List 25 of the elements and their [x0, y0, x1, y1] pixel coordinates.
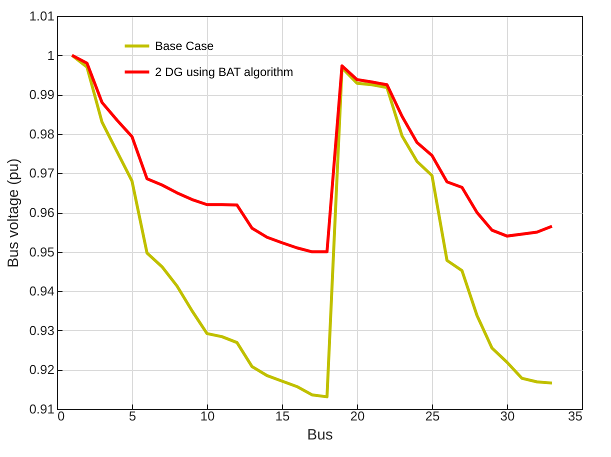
x-axis-title: Bus: [307, 426, 333, 444]
legend-label: 2 DG using BAT algorithm: [155, 65, 294, 79]
y-tick-label: 1: [47, 48, 54, 63]
x-tick-label: 35: [568, 408, 582, 424]
y-axis-title: Bus voltage (pu): [5, 158, 22, 268]
y-tick-label: 0.92: [29, 362, 54, 378]
y-tick-label: 0.97: [29, 166, 54, 181]
y-tick-label: 0.91: [29, 402, 54, 416]
x-tick-label: 20: [350, 408, 365, 424]
legend-label: Base Case: [155, 39, 214, 53]
x-tick-label: 30: [500, 408, 515, 424]
line-series: [70, 54, 554, 398]
y-tick-label: 1.01: [29, 8, 54, 24]
y-tick-label: 0.96: [29, 205, 54, 220]
x-tick-label: 0: [58, 408, 65, 424]
x-tick-label: 15: [275, 408, 290, 424]
line-series: [70, 54, 554, 254]
y-tick-label: 0.99: [29, 87, 54, 102]
x-tick-label: 5: [128, 408, 136, 424]
x-tick-label: 10: [200, 408, 215, 424]
x-tick-label: 25: [425, 408, 440, 424]
y-tick-label: 0.93: [29, 322, 54, 338]
y-tick-label: 0.98: [29, 126, 54, 142]
y-tick-label: 0.95: [29, 244, 54, 260]
y-tick-label: 0.94: [29, 284, 54, 299]
